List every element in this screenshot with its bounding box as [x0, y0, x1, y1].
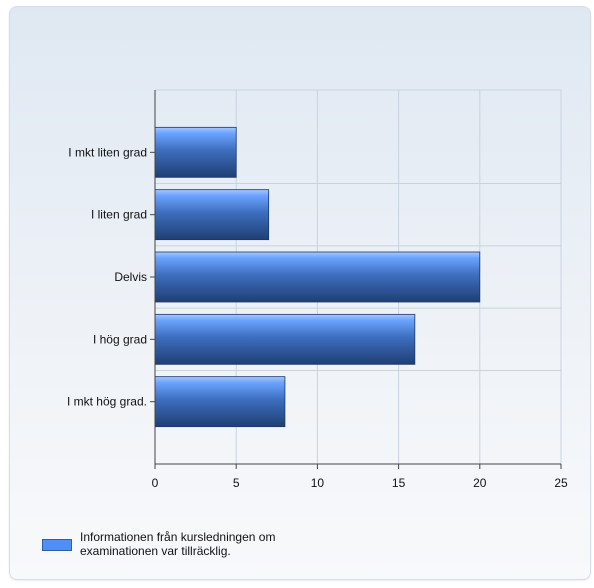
tick-labels: 0 5 10 15 20 25 I mkt liten grad I liten grad De… [67, 145, 568, 490]
legend-swatch [42, 539, 72, 551]
y-tick-label: Delvis [114, 270, 147, 284]
x-tick-label: 20 [473, 476, 487, 490]
legend: Informationen från kursledningen om exam… [42, 530, 320, 558]
bar [154, 189, 270, 241]
x-tick-label: 10 [311, 476, 325, 490]
x-tick-label: 25 [554, 476, 568, 490]
y-tick-label: I mkt liten grad [68, 145, 147, 159]
bar [154, 376, 286, 428]
bar [154, 313, 416, 365]
x-tick-label: 5 [233, 476, 240, 490]
legend-label: Informationen från kursledningen om exam… [80, 530, 276, 558]
x-tick-label: 0 [152, 476, 159, 490]
y-tick-label: I hög grad [93, 332, 147, 346]
bar [154, 126, 237, 178]
bars [154, 126, 481, 428]
bar [154, 251, 481, 303]
axes [150, 90, 562, 469]
y-tick-label: I liten grad [91, 208, 147, 222]
y-tick-label: I mkt hög grad. [67, 395, 147, 409]
x-tick-label: 15 [392, 476, 406, 490]
